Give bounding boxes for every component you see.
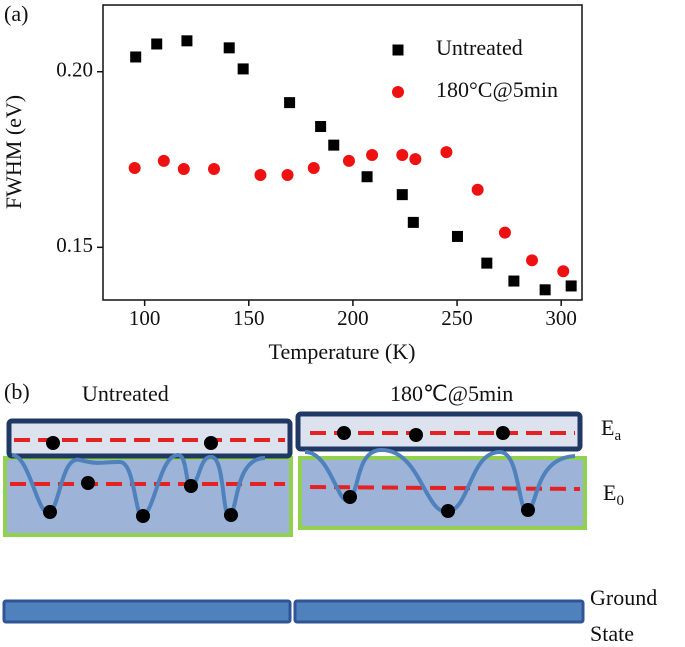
- point: [451, 230, 463, 242]
- e0-label: E0: [603, 480, 624, 509]
- point: [151, 38, 163, 50]
- ground-state-bar: [293, 599, 585, 624]
- point: [342, 154, 355, 167]
- point: [281, 168, 294, 181]
- x-tick-label: 200: [337, 306, 369, 330]
- e0-band: [298, 456, 587, 530]
- point: [307, 161, 320, 174]
- point: [526, 254, 539, 267]
- x-tick-label: 100: [129, 306, 161, 330]
- point: [315, 121, 327, 133]
- legend-marker: [392, 44, 404, 56]
- point: [396, 148, 409, 161]
- point: [565, 280, 577, 292]
- point: [254, 168, 267, 181]
- point: [481, 257, 493, 269]
- point: [557, 265, 570, 278]
- point: [366, 148, 379, 161]
- level-line: [309, 485, 581, 491]
- x-axis-label: Temperature (K): [269, 339, 416, 364]
- right-title: 180℃@5min: [390, 381, 513, 406]
- point: [396, 189, 408, 201]
- point: [208, 163, 221, 176]
- point: [471, 183, 484, 196]
- point: [407, 216, 419, 228]
- carriers: [337, 426, 535, 518]
- plot-frame: [102, 4, 583, 301]
- ground-state-bar: [2, 599, 292, 624]
- e0-band: [3, 456, 293, 537]
- diagram: (b) Untreated 180℃@5min Ea E0 Ground Sta…: [2, 379, 657, 646]
- legend-marker: [392, 86, 404, 98]
- x-tick-label: 150: [233, 306, 265, 330]
- point: [177, 163, 190, 176]
- panel-label: (b): [4, 379, 30, 404]
- point: [157, 154, 170, 167]
- point: [237, 63, 249, 75]
- point: [223, 42, 235, 54]
- x-tick-label: 300: [545, 306, 577, 330]
- point: [328, 139, 340, 151]
- ground-state-label: State: [590, 621, 634, 646]
- x-tick-label: 250: [441, 306, 473, 330]
- point: [440, 146, 453, 159]
- point: [128, 161, 141, 174]
- point: [498, 226, 511, 239]
- point: [130, 51, 142, 63]
- legend-label: 180°C@5min: [436, 77, 558, 102]
- point: [539, 284, 551, 296]
- panel-label: (a): [4, 1, 28, 26]
- point: [361, 171, 373, 183]
- point: [181, 35, 193, 47]
- legend-label: Untreated: [436, 35, 523, 60]
- ground-state-label: Ground: [590, 585, 657, 610]
- y-tick-label: 0.15: [56, 233, 93, 257]
- left-title: Untreated: [82, 381, 169, 406]
- ea-label: Ea: [601, 415, 621, 444]
- y-axis-label: FWHM (eV): [1, 95, 26, 209]
- potential-curve: [11, 452, 266, 519]
- point: [508, 275, 520, 287]
- point: [284, 97, 296, 109]
- carriers: [43, 436, 238, 523]
- point: [409, 153, 422, 166]
- y-tick-label: 0.20: [56, 58, 93, 82]
